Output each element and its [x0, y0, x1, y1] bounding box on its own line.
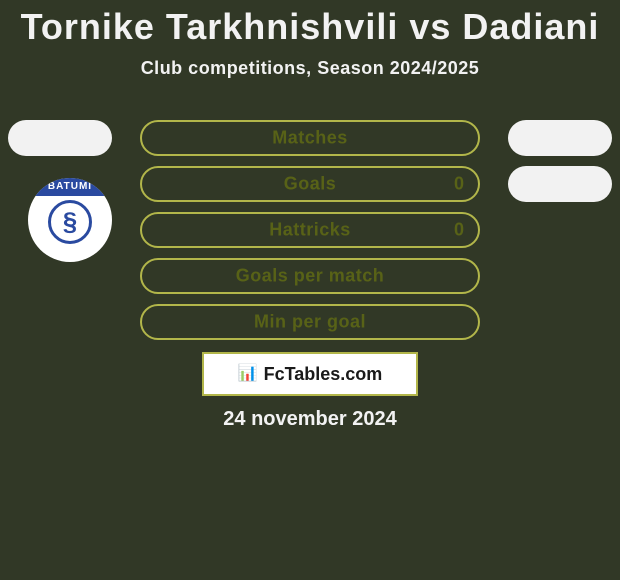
stat-row-matches: Matches	[0, 120, 620, 166]
stat-label-pill: Hattricks0	[140, 212, 480, 248]
brand-chart-icon: 📊	[238, 366, 258, 382]
stat-row-goals_per_match: Goals per match	[0, 258, 620, 304]
stat-label-pill: Min per goal	[140, 304, 480, 340]
stat-label-pill: Goals per match	[140, 258, 480, 294]
stat-row-goals: Goals0	[0, 166, 620, 212]
stat-label: Goals	[142, 174, 478, 195]
stat-row-min_per_goal: Min per goal	[0, 304, 620, 350]
stat-label: Goals per match	[142, 266, 478, 287]
stat-value-right: 0	[454, 220, 464, 241]
stat-label-pill: Goals0	[140, 166, 480, 202]
stat-label: Hattricks	[142, 220, 478, 241]
left-value-pill	[8, 120, 112, 156]
brand-text: FcTables.com	[264, 364, 383, 385]
right-value-pill	[508, 166, 612, 202]
stat-value-right: 0	[454, 174, 464, 195]
stat-label-pill: Matches	[140, 120, 480, 156]
page-title: Tornike Tarkhnishvili vs Dadiani	[0, 0, 620, 48]
comparison-card: Tornike Tarkhnishvili vs Dadiani Club co…	[0, 0, 620, 580]
stat-row-hattricks: Hattricks0	[0, 212, 620, 258]
stat-label: Matches	[142, 128, 478, 149]
brand-footer: 📊 FcTables.com	[202, 352, 418, 396]
stat-label: Min per goal	[142, 312, 478, 333]
footer-date: 24 november 2024	[0, 408, 620, 431]
right-value-pill	[508, 120, 612, 156]
page-subtitle: Club competitions, Season 2024/2025	[0, 58, 620, 79]
stats-rows: MatchesGoals0Hattricks0Goals per matchMi…	[0, 120, 620, 350]
